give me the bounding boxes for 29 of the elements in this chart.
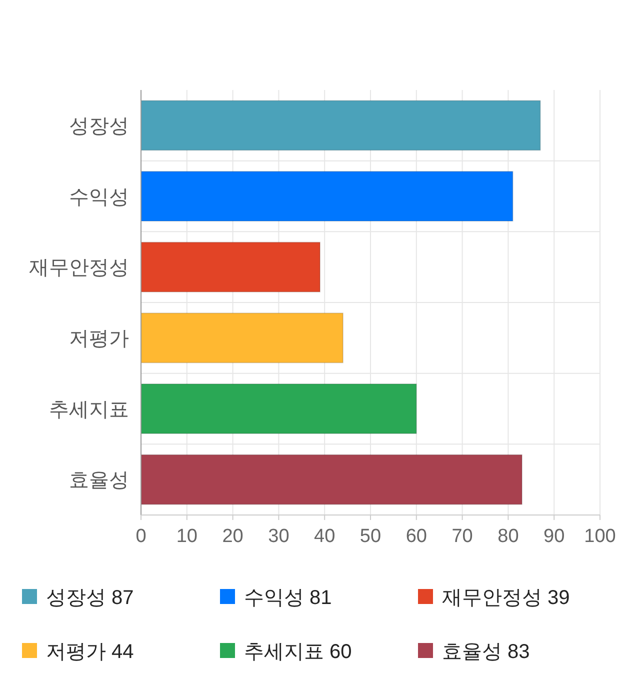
legend-item: 수익성 81 [220,587,332,609]
y-tick-label: 추세지표 [49,398,129,421]
legend-item: 저평가 44 [22,641,134,663]
y-tick-label: 재무안정성 [29,257,129,280]
legend-label: 저평가 44 [46,641,134,663]
legend-item: 효율성 83 [418,641,530,663]
x-tick-label: 10 [176,526,198,547]
x-tick-label: 0 [136,526,146,547]
legend-label: 효율성 83 [442,641,530,663]
legend-item: 추세지표 60 [220,641,352,663]
legend-item: 성장성 87 [22,587,134,609]
x-tick-label: 80 [498,526,519,547]
y-tick-label: 저평가 [69,328,129,350]
legend-label: 추세지표 60 [244,641,352,663]
legend-label: 재무안정성 39 [442,587,570,609]
x-tick-label: 50 [360,526,382,547]
x-tick-label: 60 [406,526,427,547]
legend-label: 수익성 81 [244,587,332,609]
x-tick-label: 90 [544,526,565,547]
x-tick-label: 100 [584,526,616,547]
y-tick-label: 효율성 [69,470,129,492]
x-tick-label: 30 [268,526,290,547]
x-tick-label: 20 [222,526,244,547]
legend-label: 성장성 87 [46,587,134,609]
y-tick-label: 성장성 [69,115,129,138]
legend-item: 재무안정성 39 [418,587,570,609]
y-tick-label: 수익성 [69,186,129,208]
x-tick-label: 70 [452,526,473,547]
x-tick-label: 40 [314,526,336,547]
